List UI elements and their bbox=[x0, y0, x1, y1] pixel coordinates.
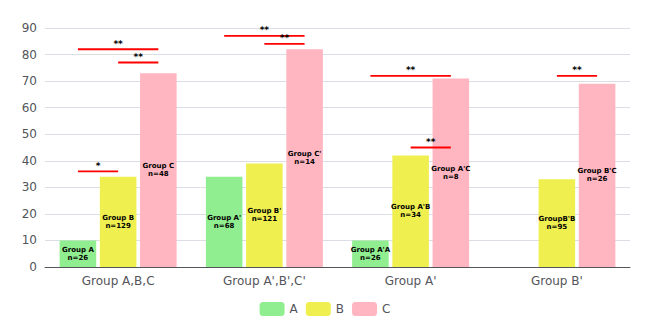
svg-text:n=14: n=14 bbox=[294, 158, 315, 166]
svg-text:60: 60 bbox=[22, 101, 37, 115]
svg-text:**: ** bbox=[280, 33, 290, 43]
svg-text:n=34: n=34 bbox=[400, 211, 421, 219]
svg-text:A: A bbox=[290, 302, 299, 316]
svg-text:Group A'A: Group A'A bbox=[351, 246, 391, 254]
svg-text:n=48: n=48 bbox=[148, 170, 169, 178]
svg-text:**: ** bbox=[426, 137, 436, 147]
svg-text:n=121: n=121 bbox=[252, 215, 278, 223]
svg-text:n=95: n=95 bbox=[547, 223, 568, 231]
svg-text:GroupB'B: GroupB'B bbox=[538, 215, 575, 223]
svg-text:**: ** bbox=[406, 65, 416, 75]
svg-text:20: 20 bbox=[22, 207, 37, 221]
svg-text:Group A'B: Group A'B bbox=[391, 203, 430, 211]
svg-text:90: 90 bbox=[22, 21, 37, 35]
svg-text:**: ** bbox=[113, 39, 123, 49]
svg-text:Group B: Group B bbox=[102, 214, 134, 222]
svg-text:C: C bbox=[382, 302, 390, 316]
svg-text:40: 40 bbox=[22, 154, 37, 168]
svg-text:n=8: n=8 bbox=[443, 173, 459, 181]
svg-text:30: 30 bbox=[22, 180, 37, 194]
svg-text:50: 50 bbox=[22, 127, 37, 141]
svg-text:*: * bbox=[96, 161, 101, 171]
svg-text:Group A': Group A' bbox=[385, 274, 437, 288]
svg-text:Group B': Group B' bbox=[247, 207, 281, 215]
svg-text:70: 70 bbox=[22, 74, 37, 88]
svg-text:Group B'C: Group B'C bbox=[578, 167, 617, 175]
svg-text:n=26: n=26 bbox=[587, 175, 608, 183]
svg-text:Group A'C: Group A'C bbox=[431, 165, 470, 173]
svg-text:B: B bbox=[336, 302, 344, 316]
svg-text:n=129: n=129 bbox=[105, 222, 131, 230]
svg-text:80: 80 bbox=[22, 48, 37, 62]
svg-text:0: 0 bbox=[29, 260, 37, 274]
svg-text:n=68: n=68 bbox=[214, 222, 235, 230]
svg-text:n=26: n=26 bbox=[68, 254, 89, 262]
svg-text:n=26: n=26 bbox=[360, 254, 381, 262]
svg-text:Group A',B',C': Group A',B',C' bbox=[223, 274, 306, 288]
svg-text:Group C: Group C bbox=[143, 162, 175, 170]
svg-text:**: ** bbox=[572, 65, 582, 75]
svg-text:**: ** bbox=[134, 52, 144, 62]
svg-text:Group A,B,C: Group A,B,C bbox=[82, 274, 155, 288]
svg-text:Group B': Group B' bbox=[531, 274, 583, 288]
svg-text:Group A': Group A' bbox=[207, 214, 241, 222]
svg-text:Group A: Group A bbox=[62, 246, 94, 254]
svg-text:10: 10 bbox=[22, 233, 37, 247]
svg-text:Group C': Group C' bbox=[288, 150, 322, 158]
svg-text:**: ** bbox=[260, 25, 270, 35]
